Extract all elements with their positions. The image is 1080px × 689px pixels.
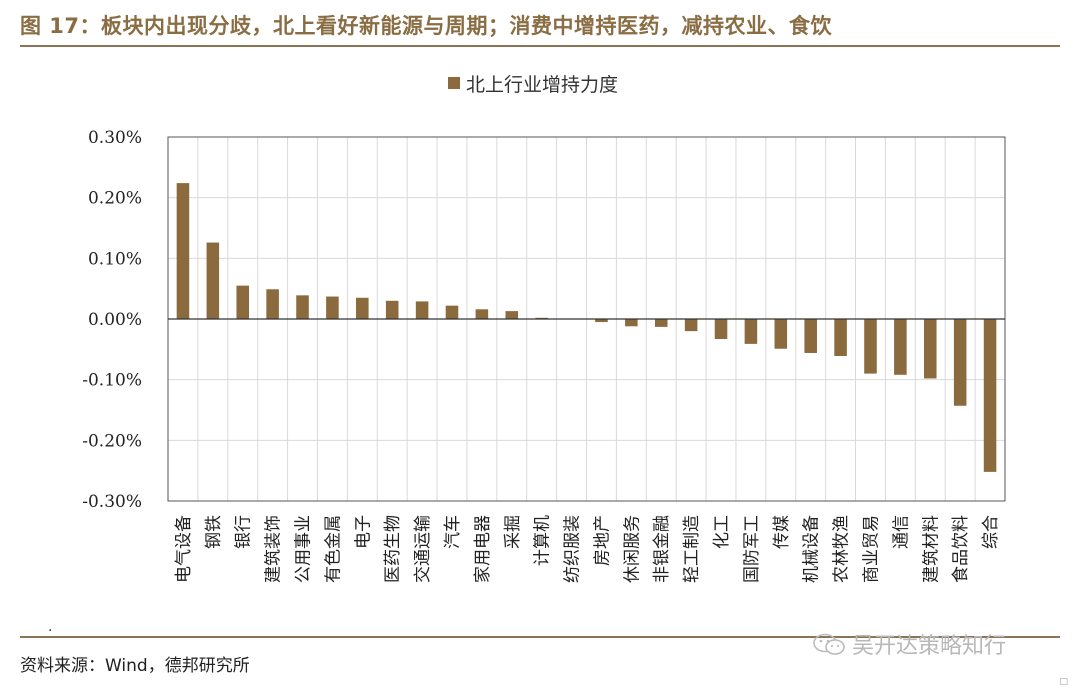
axis-layer — [167, 136, 1006, 502]
bar — [774, 319, 788, 349]
y-tick-label: 0.20% — [88, 189, 142, 209]
title-rule — [20, 45, 1060, 47]
bar — [834, 319, 847, 357]
category-label: 非银金融 — [652, 515, 672, 583]
legend-label: 北上行业增持力度 — [466, 74, 618, 96]
y-tick-label: -0.30% — [82, 492, 142, 512]
bar — [236, 285, 250, 319]
category-label: 电子 — [353, 515, 373, 549]
category-label: 商业贸易 — [861, 515, 881, 583]
bar — [595, 319, 608, 323]
category-label: 家用电器 — [473, 515, 493, 583]
category-label: 交通运输 — [413, 515, 433, 583]
bar — [654, 319, 668, 327]
wechat-icon — [813, 633, 845, 655]
bar — [804, 319, 817, 353]
bar — [176, 183, 190, 319]
category-label: 食品饮料 — [951, 515, 971, 583]
bar — [714, 319, 728, 340]
category-label: 医药生物 — [383, 515, 403, 583]
category-label: 休闲服务 — [622, 515, 642, 583]
source-note: 资料来源：Wind，德邦研究所 — [20, 656, 250, 676]
bar — [894, 319, 907, 375]
category-label: 计算机 — [533, 515, 553, 566]
category-label: 纺织服装 — [563, 515, 583, 583]
category-label: 国防军工 — [742, 515, 762, 583]
y-tick-labels: 0.30% 0.20% 0.10% 0.00% -0.10% -0.20% -0.30% — [82, 128, 142, 512]
y-tick-label: -0.10% — [82, 371, 142, 391]
category-label: 化工 — [712, 515, 732, 549]
category-label: 电气设备 — [174, 515, 194, 583]
bar — [296, 295, 309, 319]
category-label: 机械设备 — [802, 515, 822, 583]
bar — [744, 319, 758, 344]
category-label: 钢铁 — [204, 515, 224, 549]
legend: 北上行业增持力度 — [448, 74, 618, 96]
y-tick-label: -0.20% — [82, 431, 142, 451]
category-label: 综合 — [981, 515, 1001, 549]
category-label: 建筑装饰 — [264, 515, 284, 583]
category-label: 通信 — [891, 515, 911, 549]
corner-mark: □ — [1059, 677, 1068, 687]
legend-swatch — [448, 77, 460, 89]
watermark: 吴开达策略知行 — [812, 628, 1006, 660]
footnote-dot: . — [48, 619, 53, 635]
bar — [864, 319, 877, 374]
bar — [385, 300, 399, 319]
bar — [415, 301, 429, 319]
category-label: 房地产 — [592, 515, 612, 566]
category-label: 轻工制造 — [682, 515, 702, 583]
bar — [445, 305, 459, 319]
bars-layer — [176, 183, 997, 472]
bar — [983, 319, 997, 472]
category-labels: 电气设备 钢铁 银行 建筑装饰 公用事业 有色金属 电子 医药生物 交通运输 汽车 家用电器 采掘 计算… — [174, 515, 1001, 583]
category-label: 有色金属 — [323, 515, 343, 583]
y-tick-label: 0.00% — [88, 310, 142, 330]
bar — [266, 289, 279, 319]
bar — [535, 317, 548, 319]
bar — [684, 319, 698, 332]
category-label: 银行 — [234, 515, 254, 549]
y-tick-label: 0.10% — [88, 249, 142, 269]
page-title: 图 17：板块内出现分歧，北上看好新能源与周期；消费中增持医药，减持农业、食饮 — [20, 14, 833, 38]
bar — [953, 319, 967, 406]
category-label: 传媒 — [772, 515, 792, 549]
bar — [625, 319, 638, 327]
bar — [356, 297, 369, 319]
y-tick-label: 0.30% — [88, 128, 142, 148]
category-label: 汽车 — [443, 515, 463, 549]
bar — [923, 319, 937, 379]
footer-rule — [20, 636, 1060, 638]
category-label: 公用事业 — [294, 515, 314, 583]
category-label: 农林牧渔 — [832, 515, 852, 583]
watermark-text: 吴开达策略知行 — [852, 634, 1007, 659]
category-label: 建筑材料 — [921, 515, 941, 583]
bar — [475, 309, 489, 319]
bar — [326, 296, 339, 319]
bar — [206, 242, 220, 319]
bar — [505, 311, 519, 319]
category-label: 采掘 — [503, 515, 523, 549]
